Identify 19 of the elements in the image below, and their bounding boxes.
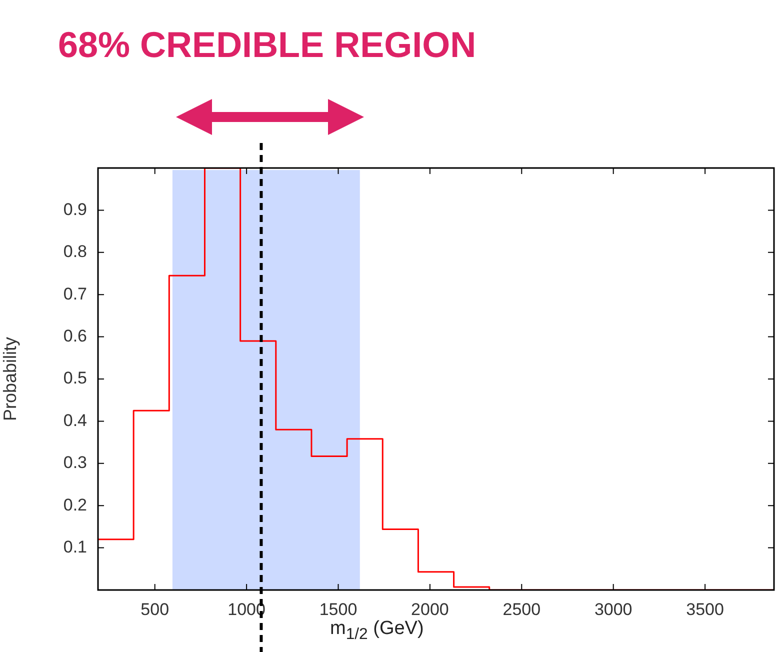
y-tick-label: 0.7: [63, 284, 87, 304]
x-axis-title: m$_{1/2}$ (GeV): [330, 618, 424, 644]
x-tick-label: 1500: [319, 600, 358, 619]
y-tick-label: 0.4: [63, 410, 87, 430]
y-axis-title: Probability: [0, 336, 20, 422]
y-tick-label: 0.1: [63, 537, 87, 556]
y-tick-label: 0.3: [63, 453, 87, 472]
y-tick-label: 0.8: [63, 242, 87, 262]
y-tick-label: 0.2: [63, 495, 87, 514]
x-tick-label: 3500: [686, 600, 724, 619]
y-tick-label: 0.6: [63, 326, 87, 346]
x-tick-label: 3000: [594, 600, 632, 619]
x-tick-label: 2000: [411, 600, 449, 619]
chart-title: 68% CREDIBLE REGION: [58, 24, 476, 66]
y-tick-label: 0.5: [63, 368, 87, 388]
x-tick-label: 2500: [502, 600, 541, 619]
x-tick-label: 500: [140, 600, 170, 619]
x-tick-label: 1000: [228, 600, 266, 619]
y-tick-label: 0.9: [63, 200, 87, 219]
